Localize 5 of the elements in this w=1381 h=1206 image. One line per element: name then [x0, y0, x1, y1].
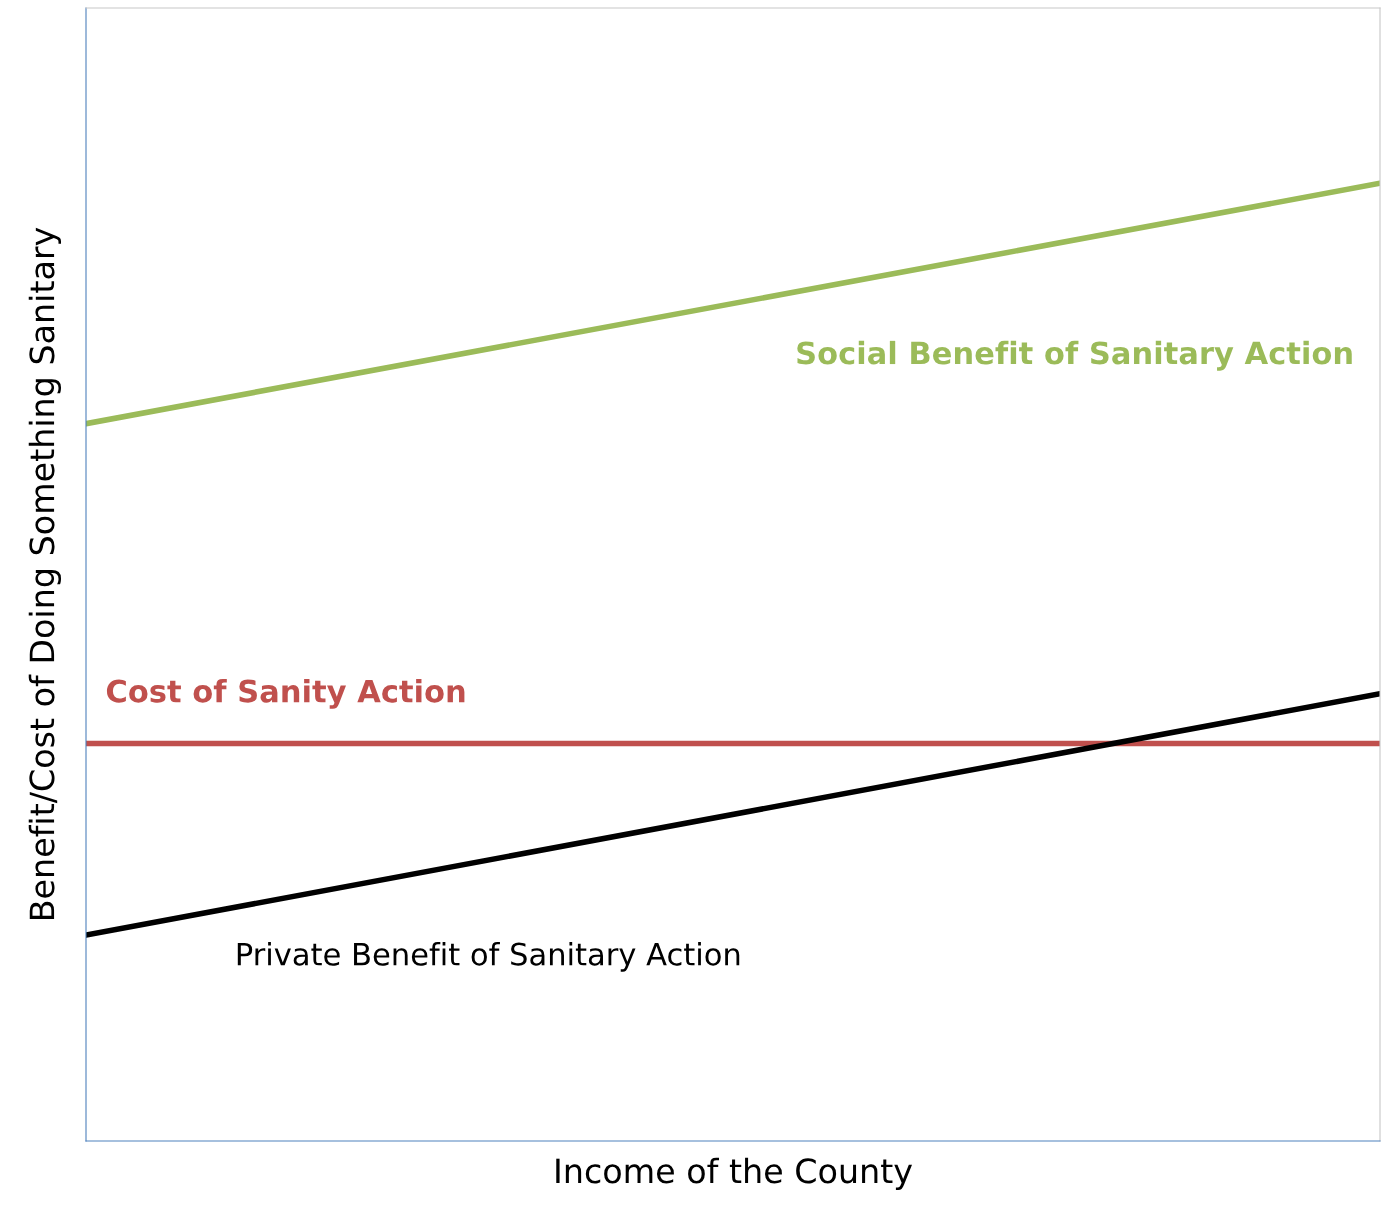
series-label: Private Benefit of Sanitary Action — [237, 942, 740, 972]
series-label: Cost of Sanity Action — [106, 679, 465, 709]
series-label: Social Benefit of Sanitary Action — [797, 340, 1352, 371]
x-axis-title: Income of the County — [556, 1157, 912, 1190]
y-axis-title: Benefit/Cost of Doing Something Sanitary — [28, 227, 61, 920]
